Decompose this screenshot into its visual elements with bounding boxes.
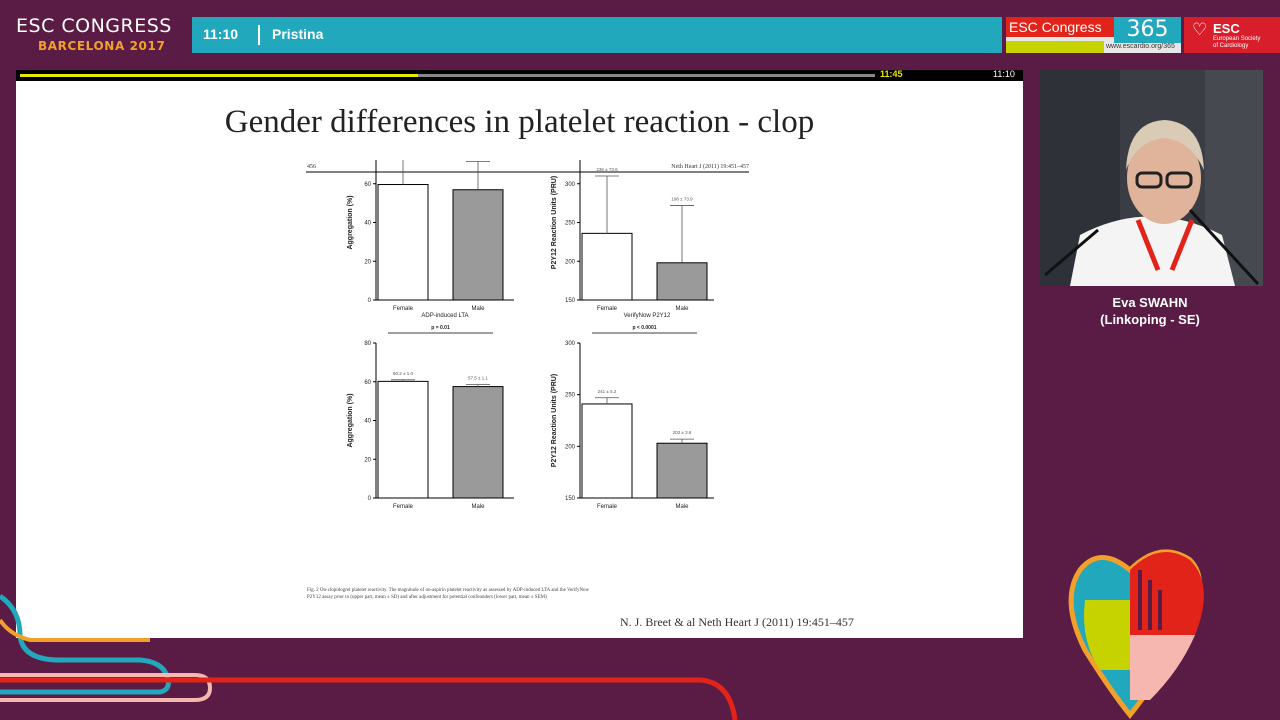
esc-congress-365-badge: ESC Congress 365 www.escardio.org/365 [1006,17,1181,53]
y-tick-label: 150 [565,496,576,502]
p-value-label: p < 0.0001 [632,325,656,331]
session-progress-bar: 11:45 11:10 [16,69,1023,81]
y-tick-label: 250 [565,221,576,227]
session-bar: 11:10 Pristina [192,17,1002,53]
value-label: 203 ± 3.6 [673,430,692,435]
slide-title: Gender differences in platelet reaction … [224,104,815,140]
x-category-label: Female [393,306,414,312]
bar-female [581,232,633,301]
decorative-background-lines [0,549,1204,720]
progress-fill [20,74,418,77]
p-value-label: p = 0.01 [431,325,450,331]
speaker-name: Eva SWAHN [1112,295,1188,310]
x-category-label: Female [393,504,414,510]
y-axis-label: Aggregation (%) [347,393,354,447]
current-time: 11:10 [993,69,1015,79]
bar-female [581,403,633,499]
x-category-label: Female [597,306,618,312]
y-tick-label: 150 [565,298,576,304]
x-category-label: Male [675,504,689,510]
badge-number: 365 [1114,17,1181,43]
y-tick-label: 80 [364,341,371,347]
x-category-label: Male [675,306,689,312]
y-tick-label: 40 [364,419,371,425]
figure-caption-line2: P2Y12 assay prior to (upper part, mean ±… [307,595,547,600]
chart-panels: ADP-induced LTA 0 20 40 60 80 Aggregation (%) 5… [347,160,714,510]
y-axis-label: P2Y12 Reaction Units (PRU) [551,176,558,269]
bar-female [377,380,429,499]
speaker-caption: Eva SWAHN (Linkoping - SE) [1040,294,1260,328]
x-category-label: Male [471,306,485,312]
y-axis-label: Aggregation (%) [347,195,354,249]
badge-label: ESC Congress [1006,17,1114,37]
session-room: Pristina [272,26,324,42]
session-time: 11:10 [203,26,239,42]
value-label: 198 ± 73.9 [671,196,693,201]
speaker-video [1040,70,1263,286]
figure-journal-ref: Neth Heart J (2011) 19:451–457 [671,163,749,170]
esc-logo-line2: of Cardiology [1213,43,1249,49]
chart-title: VerifyNow P2Y12 [624,313,671,319]
microphone-left [1044,228,1099,277]
slide-citation: N. J. Breet & al Neth Heart J (2011) 19:… [620,615,854,629]
session-divider [258,25,260,45]
speaker-hair [1126,120,1204,170]
bar-male [452,189,504,301]
y-tick-label: 300 [565,341,576,347]
bar-male [656,262,708,301]
x-category-label: Female [597,504,618,510]
x-category-label: Male [471,504,485,510]
y-tick-label: 0 [368,496,372,502]
y-tick-label: 200 [565,444,576,450]
speaker-affiliation: (Linkoping - SE) [1100,312,1200,327]
heart-icon: ♡ [1192,20,1208,39]
y-tick-label: 60 [364,380,371,386]
chart-title: ADP-induced LTA [421,313,468,319]
bar-male [656,442,708,499]
event-logo-subtitle: BARCELONA 2017 [38,39,166,53]
y-tick-label: 60 [364,182,371,188]
bar-male [452,386,504,499]
figure-page-number: 456 [307,164,316,170]
speaker-video-frame [1040,70,1263,286]
y-tick-label: 250 [565,393,576,399]
esc-logo-name: ESC [1213,21,1240,36]
badge-url: www.escardio.org/365 [1106,43,1175,50]
microphone-right [1188,208,1260,286]
value-label: 241 ± 5.2 [598,389,617,394]
y-tick-label: 40 [364,221,371,227]
y-tick-label: 300 [565,182,576,188]
y-tick-label: 20 [364,259,371,265]
value-label: 57.5 ± 1.1 [468,376,488,381]
presentation-slide: 11:45 11:10 Gender differences in platel… [16,69,1023,638]
y-tick-label: 20 [364,457,371,463]
badge-green-strip [1006,41,1104,53]
progress-track [20,74,875,77]
event-logo-title: ESC CONGRESS [16,15,172,37]
session-end-time: 11:45 [880,69,903,79]
value-label: 60.2 ± 1.0 [393,371,413,376]
y-tick-label: 200 [565,259,576,265]
y-tick-label: 0 [368,298,372,304]
esc-logo: ♡ ESC European Society of Cardiology [1184,17,1280,53]
figure-caption-line1: Fig. 2 On-clopidogrel platelet reactivit… [307,588,590,593]
bar-female [377,184,429,301]
journal-figure: 456 Neth Heart J (2011) 19:451–457 ADP-i… [306,160,749,600]
value-label: 236 ± 73.6 [596,167,618,172]
speaker-face [1127,132,1201,224]
heart-city-emblem [1068,549,1204,720]
esc-logo-line1: European Society [1213,36,1261,42]
y-axis-label: P2Y12 Reaction Units (PRU) [551,374,558,467]
